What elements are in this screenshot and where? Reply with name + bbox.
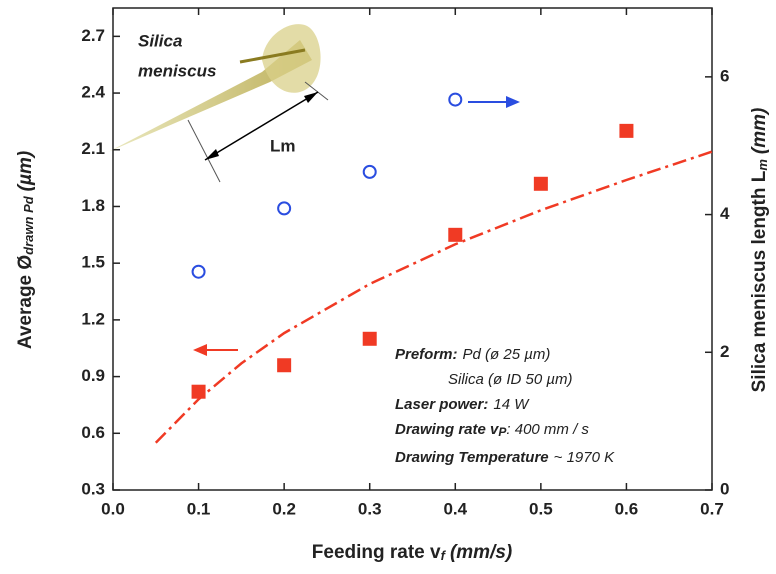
note-label: Drawing Temperature xyxy=(395,449,549,466)
y-axis-label: Average Ødrawn Pd (µm) xyxy=(15,151,36,349)
y-tick-label: 2.1 xyxy=(81,139,105,158)
data-square xyxy=(277,358,292,373)
data-square xyxy=(619,123,634,138)
svg-text:Drawing rate vP: 400 mm / s: Drawing rate vP: 400 mm / s xyxy=(395,421,589,439)
x-tick-label: 0.5 xyxy=(529,499,553,518)
notes: Preform: Pd (ø 25 µm) Silica (ø ID 50 µm)… xyxy=(395,346,615,466)
data-circle xyxy=(448,92,463,107)
label-text: Feeding rate v xyxy=(312,542,441,563)
x-tick-label: 0.1 xyxy=(187,499,211,518)
y-tick-label: 2.4 xyxy=(81,83,105,102)
axis-arrows xyxy=(193,96,520,356)
x-tick-label: 0.6 xyxy=(615,499,639,518)
x-tick-label: 0.7 xyxy=(700,499,724,518)
label-sub: f xyxy=(441,548,447,563)
fit-line xyxy=(154,150,713,444)
inset-title: Silica xyxy=(138,31,182,50)
svg-text:Drawing Temperature~ 1970 K: Drawing Temperature ~ 1970 K xyxy=(395,449,615,466)
data-circle xyxy=(277,201,292,216)
inset-title: meniscus xyxy=(138,61,216,80)
data-square xyxy=(448,227,463,242)
svg-text:Laser power:14 W: Laser power: 14 W xyxy=(395,396,530,413)
x-tick-label: 0.0 xyxy=(101,499,125,518)
note-label: Preform: xyxy=(395,346,458,363)
label-unit: (mm) xyxy=(749,108,770,154)
data-circle xyxy=(191,264,206,279)
y-tick-label: 1.8 xyxy=(81,196,105,215)
y2-axis-label: Silica meniscus length Lm (mm) xyxy=(749,108,770,393)
data-square xyxy=(533,176,548,191)
x-axis-label: Feeding rate vf (mm/s) xyxy=(312,542,512,563)
label-unit: (µm) xyxy=(15,151,36,192)
y2-tick-label: 4 xyxy=(720,204,730,223)
data-square xyxy=(362,331,377,346)
label-sub: m xyxy=(755,159,770,171)
x-tick-label: 0.4 xyxy=(443,499,467,518)
y-tick-label: 2.7 xyxy=(81,26,105,45)
note-label: Laser power: xyxy=(395,396,488,413)
inset: Silica meniscus Lm xyxy=(108,24,329,183)
y-tick-label: 0.6 xyxy=(81,423,105,442)
y2-tick-label: 2 xyxy=(720,342,729,361)
y-tick-label: 1.5 xyxy=(81,253,105,272)
label-text: Silica meniscus length L xyxy=(749,170,770,392)
label-sub: drawn Pd xyxy=(21,195,36,255)
plot-frame xyxy=(112,7,713,491)
note-value: : 400 mm / s xyxy=(506,421,589,438)
y2-tick-label: 0 xyxy=(720,479,729,498)
inset-dimension: Lm xyxy=(270,136,296,155)
label-text: Average Ø xyxy=(15,255,36,349)
note-value: Pd (ø 25 µm) xyxy=(463,346,551,363)
x-tick-label: 0.2 xyxy=(272,499,296,518)
note-value: ~ 1970 K xyxy=(554,449,615,466)
y-tick-label: 1.2 xyxy=(81,309,105,328)
y2-tick-label: 6 xyxy=(720,66,729,85)
y-tick-label: 0.9 xyxy=(81,366,105,385)
note-label: Drawing rate v xyxy=(395,421,500,438)
data-circle xyxy=(362,164,377,179)
x-tick-label: 0.3 xyxy=(358,499,382,518)
label-unit: (mm/s) xyxy=(450,542,512,563)
note-value: 14 W xyxy=(493,396,530,413)
svg-text:Silica (ø ID 50 µm): Silica (ø ID 50 µm) xyxy=(448,371,573,388)
note-value: Silica (ø ID 50 µm) xyxy=(448,371,573,388)
note-sub: P xyxy=(498,425,507,439)
svg-text:Preform:Pd (ø 25 µm): Preform: Pd (ø 25 µm) xyxy=(395,346,550,363)
y-tick-label: 0.3 xyxy=(81,479,105,498)
